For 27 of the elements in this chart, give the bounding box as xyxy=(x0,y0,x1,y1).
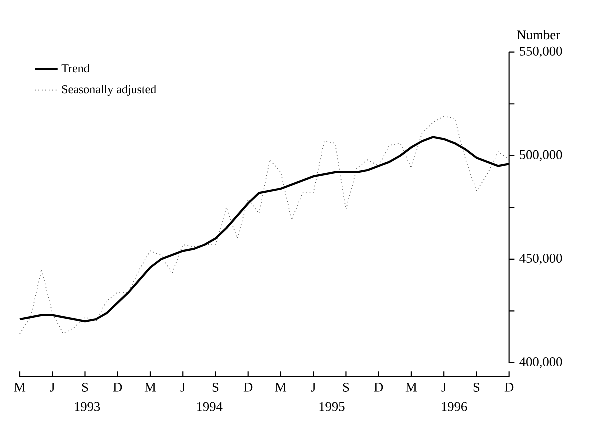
x-tick-label: J xyxy=(442,383,446,392)
x-tick-label: S xyxy=(343,383,350,392)
text: 1994 xyxy=(197,402,223,412)
text: 1995 xyxy=(320,402,345,412)
x-tick-label: M xyxy=(14,383,26,392)
x-tick-label: S xyxy=(82,383,88,392)
x-tick-label: M xyxy=(275,383,287,392)
text: 1993 xyxy=(75,402,100,412)
y-tick-label: 500,000 xyxy=(520,150,562,162)
x-tick-label: M xyxy=(406,383,418,392)
x-tick-label: J xyxy=(50,383,55,392)
x-tick-label: D xyxy=(374,383,384,392)
text: 1996 xyxy=(442,402,468,412)
legend-label: Seasonally adjusted xyxy=(62,85,156,96)
y-tick-label: 550,000 xyxy=(520,46,562,58)
x-tick-label: D xyxy=(504,383,514,392)
x-tick-label: D xyxy=(244,383,253,392)
legend-label: Trend xyxy=(62,64,90,73)
x-tick-label: S xyxy=(212,383,219,392)
x-tick-label: S xyxy=(474,383,480,392)
y-tick-label: 450,000 xyxy=(520,254,562,265)
y-axis-title: Number xyxy=(517,30,560,40)
y-tick-label: 400,000 xyxy=(520,358,562,368)
x-tick-label: J xyxy=(180,383,186,392)
x-tick-label: D xyxy=(113,383,122,392)
x-tick-label: J xyxy=(311,383,316,392)
x-tick-label: M xyxy=(144,383,156,392)
